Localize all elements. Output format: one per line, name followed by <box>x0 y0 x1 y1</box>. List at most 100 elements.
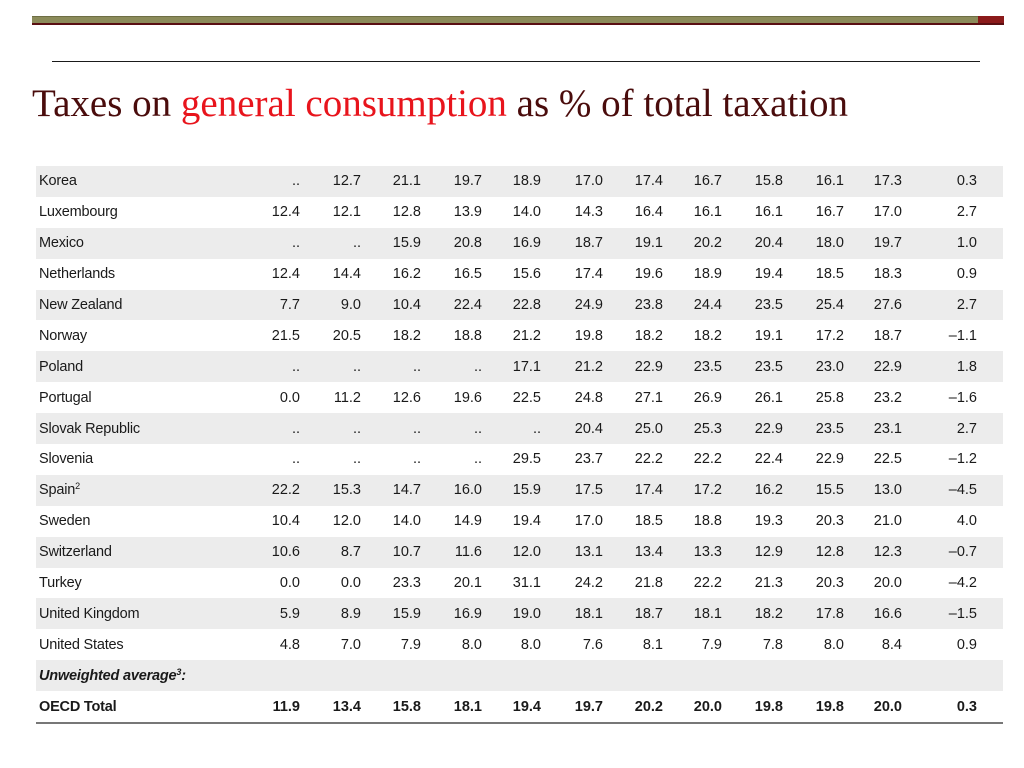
cell-value: 17.0 <box>541 505 603 537</box>
country-name: Switzerland <box>36 536 234 568</box>
consumption-tax-table: Korea.. 12.7 21.1 19.7 18.9 17.0 17.4 16.7 15.8 1… <box>36 166 1003 725</box>
country-name: Sweden <box>36 505 234 537</box>
cell-value: 8.0 <box>421 629 482 661</box>
cell-value: 18.1 <box>541 598 603 630</box>
cell-value: 18.9 <box>663 258 722 290</box>
cell-value: 22.5 <box>482 382 541 414</box>
cell-value: 23.2 <box>844 382 902 414</box>
cell-value: 16.7 <box>663 166 722 197</box>
cell-value: 17.8 <box>783 598 844 630</box>
cell-value: 16.6 <box>844 598 902 630</box>
cell-value: 17.2 <box>783 320 844 352</box>
cell-value: 31.1 <box>482 567 541 599</box>
cell-value: 25.0 <box>603 413 663 445</box>
country-label: Poland <box>39 358 83 375</box>
cell-value: 19.0 <box>482 598 541 630</box>
cell-value: 19.4 <box>722 258 783 290</box>
table-row: Turkey 0.0 0.0 23.3 20.1 31.1 24.2 21.8 22.2 21.3… <box>36 567 1003 599</box>
cell-value: 23.3 <box>361 567 421 599</box>
row-padding <box>977 413 1003 445</box>
cell-value: 17.0 <box>844 196 902 228</box>
cell-value: 22.9 <box>844 351 902 383</box>
average-label: Unweighted average <box>39 667 177 684</box>
cell-value: 22.2 <box>663 567 722 599</box>
table-row: Netherlands 12.4 14.4 16.2 16.5 15.6 17.4 19.6 1… <box>36 258 1003 290</box>
cell-value: .. <box>421 413 482 445</box>
cell-value: 18.7 <box>541 227 603 259</box>
cell-value: 21.2 <box>541 351 603 383</box>
cell-value: –1.1 <box>902 320 977 352</box>
cell-value: 17.0 <box>541 166 603 197</box>
row-padding <box>977 196 1003 228</box>
cell-value: 1.8 <box>902 351 977 383</box>
cell-value: 26.9 <box>663 382 722 414</box>
cell-value: 13.0 <box>844 474 902 506</box>
cell-value: 7.9 <box>361 629 421 661</box>
cell-value: 22.2 <box>234 474 302 506</box>
top-decorative-bar <box>32 16 978 25</box>
cell-value: 7.6 <box>541 629 603 661</box>
cell-value: 11.6 <box>421 536 482 568</box>
cell-value: 2.7 <box>902 289 977 321</box>
cell-value: 18.1 <box>663 598 722 630</box>
country-name: Luxembourg <box>36 196 234 228</box>
total-label: OECD Total <box>36 691 234 725</box>
cell-value: 22.2 <box>663 444 722 475</box>
cell-value: .. <box>361 413 421 445</box>
cell-value: 14.7 <box>361 474 421 506</box>
cell-value: 23.5 <box>722 289 783 321</box>
cell-value: 16.7 <box>783 196 844 228</box>
total-value: 13.4 <box>302 691 361 725</box>
cell-value: 24.4 <box>663 289 722 321</box>
top-bar-accent <box>978 16 1004 25</box>
country-name: Slovenia <box>36 444 234 475</box>
cell-value: 18.8 <box>421 320 482 352</box>
cell-value: 18.7 <box>603 598 663 630</box>
country-name: Norway <box>36 320 234 352</box>
cell-value: 16.0 <box>421 474 482 506</box>
cell-value: 17.2 <box>663 474 722 506</box>
cell-value: 20.3 <box>783 567 844 599</box>
table-row: Slovenia........ 29.5 23.7 22.2 22.2 22.4 22.9… <box>36 444 1003 475</box>
row-padding <box>977 320 1003 352</box>
cell-value: 12.7 <box>302 166 361 197</box>
cell-value: 18.0 <box>783 227 844 259</box>
country-name: New Zealand <box>36 289 234 321</box>
cell-value: 12.8 <box>361 196 421 228</box>
cell-value: 15.6 <box>482 258 541 290</box>
cell-value: 22.9 <box>603 351 663 383</box>
cell-value: 2.7 <box>902 413 977 445</box>
cell-value: 5.9 <box>234 598 302 630</box>
cell-value: 22.9 <box>783 444 844 475</box>
cell-value: 16.1 <box>663 196 722 228</box>
cell-value: 12.4 <box>234 258 302 290</box>
cell-value: 18.9 <box>482 166 541 197</box>
country-label: Portugal <box>39 389 92 406</box>
cell-value: 12.6 <box>361 382 421 414</box>
country-name: Portugal <box>36 382 234 414</box>
table-row: Switzerland 10.6 8.7 10.7 11.6 12.0 13.1 13.4 13… <box>36 536 1003 568</box>
country-label: Norway <box>39 327 87 344</box>
cell-value: 19.8 <box>541 320 603 352</box>
cell-value: 20.5 <box>302 320 361 352</box>
country-label: Turkey <box>39 575 82 592</box>
cell-value: 1.0 <box>902 227 977 259</box>
footnote-marker: 2 <box>75 481 80 492</box>
cell-value: 23.1 <box>844 413 902 445</box>
country-name: Slovak Republic <box>36 413 234 445</box>
title-rule <box>52 61 980 62</box>
cell-value: 22.2 <box>603 444 663 475</box>
cell-value: 16.4 <box>603 196 663 228</box>
row-padding <box>977 351 1003 383</box>
cell-value: 14.4 <box>302 258 361 290</box>
row-padding <box>977 382 1003 414</box>
cell-value: 19.3 <box>722 505 783 537</box>
cell-value: 15.9 <box>482 474 541 506</box>
cell-value: 11.2 <box>302 382 361 414</box>
cell-value: 22.9 <box>722 413 783 445</box>
average-label-cell: Unweighted average3: <box>36 660 1003 692</box>
cell-value: 17.3 <box>844 166 902 197</box>
cell-value: 9.0 <box>302 289 361 321</box>
table-row: United Kingdom 5.9 8.9 15.9 16.9 19.0 18.1 18.7… <box>36 598 1003 630</box>
cell-value: 12.9 <box>722 536 783 568</box>
